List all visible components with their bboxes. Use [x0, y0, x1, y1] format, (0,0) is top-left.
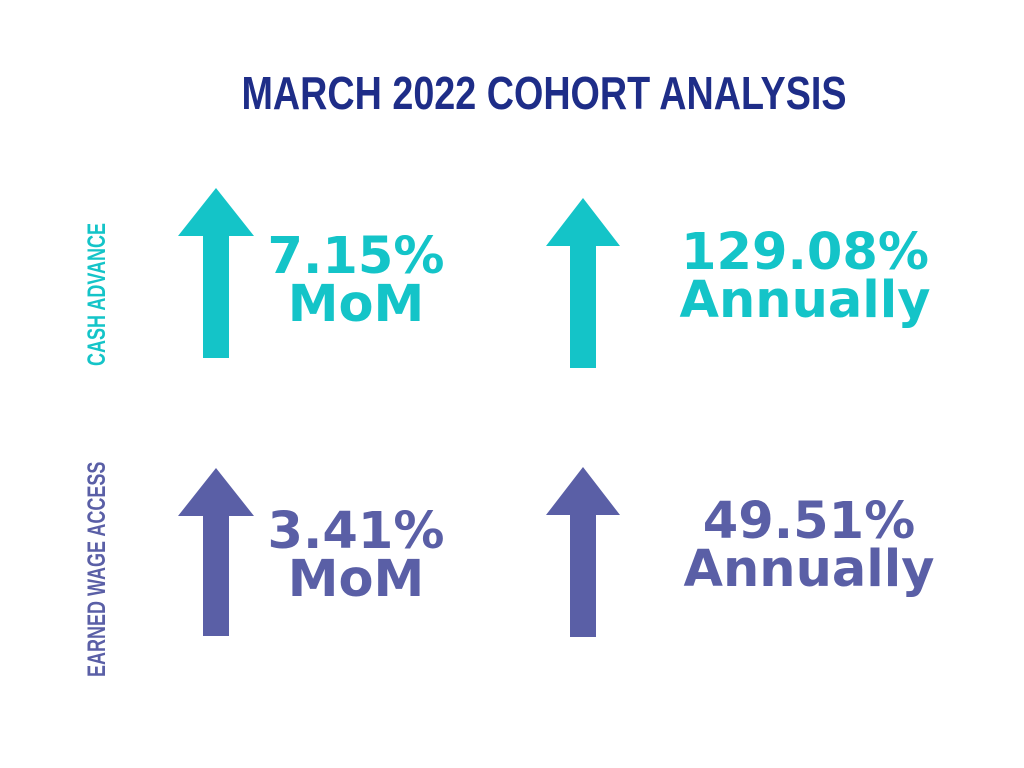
stat-period: Annually — [679, 271, 931, 330]
arrow-up-icon — [178, 468, 254, 636]
arrow-up-icon — [546, 198, 620, 368]
stat-earned-wage-access-mom: 3.41% MoM — [236, 502, 476, 609]
arrow-up-icon — [546, 467, 620, 637]
row-label-cash-advance: CASH ADVANCE — [83, 222, 111, 366]
stat-period: Annually — [683, 540, 935, 599]
stat-value: 129.08% — [681, 223, 929, 282]
row-label-earned-wage-access: EARNED WAGE ACCESS — [83, 461, 111, 677]
stat-value: 7.15% — [267, 227, 445, 286]
stat-period: MoM — [287, 550, 425, 609]
page-title: MARCH 2022 COHORT ANALYSIS — [241, 67, 847, 119]
stat-value: 3.41% — [267, 502, 445, 561]
stat-period: MoM — [287, 275, 425, 334]
arrow-up-icon — [178, 188, 254, 358]
stat-earned-wage-access-annually: 49.51% Annually — [659, 492, 959, 599]
stat-cash-advance-annually: 129.08% Annually — [655, 223, 955, 330]
stat-value: 49.51% — [702, 492, 916, 551]
stat-cash-advance-mom: 7.15% MoM — [236, 227, 476, 334]
